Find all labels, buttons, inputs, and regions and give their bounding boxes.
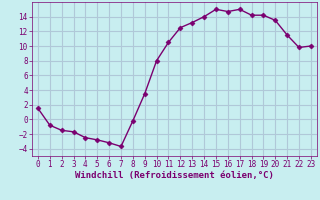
X-axis label: Windchill (Refroidissement éolien,°C): Windchill (Refroidissement éolien,°C) <box>75 171 274 180</box>
